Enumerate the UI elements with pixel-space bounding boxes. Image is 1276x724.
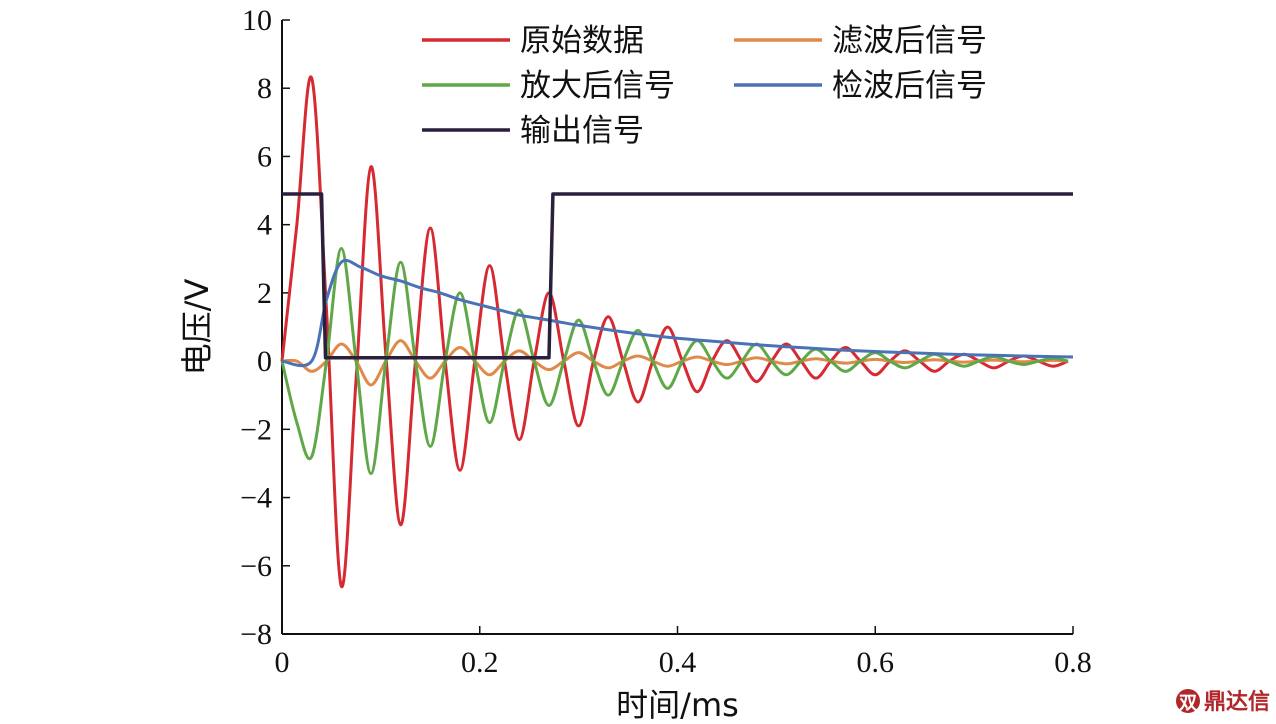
series-group	[280, 75, 1074, 589]
y-tick-label: 6	[257, 140, 272, 173]
legend-label-4: 输出信号	[520, 113, 644, 149]
y-tick-label: 4	[257, 209, 272, 242]
series-detected-line	[281, 258, 1074, 368]
legend-label-1: 滤波后信号	[832, 23, 987, 59]
y-tick-label: 2	[257, 277, 272, 310]
x-tick-label: 0.6	[857, 646, 895, 679]
y-tick-label: −4	[240, 482, 272, 515]
x-tick-label: 0	[275, 646, 290, 679]
series-original-line	[280, 75, 1069, 589]
y-tick-label: −6	[240, 550, 272, 583]
watermark-logo-glyph: 双	[1179, 693, 1197, 714]
watermark-logo-icon	[1176, 689, 1200, 713]
y-axis-label: 电压/V	[178, 279, 216, 376]
y-tick-label: 8	[257, 72, 272, 105]
axes: 0 0.2 0.4 0.6 0.8 −8 −6 −4 −2 0 2 4 6 8 10 时间/ms 电压/V	[178, 4, 1092, 724]
y-tick-label: 0	[257, 345, 272, 378]
series-amplified-line	[280, 247, 1069, 476]
x-tick-label: 0.4	[659, 646, 697, 679]
x-tick-label: 0.2	[461, 646, 499, 679]
y-tick-label: 10	[242, 4, 272, 37]
y-tick-label: −2	[240, 413, 272, 446]
legend-label-2: 放大后信号	[520, 68, 675, 104]
x-tick-label: 0.8	[1054, 646, 1092, 679]
y-tick-label: −8	[240, 618, 272, 651]
legend-label-0: 原始数据	[520, 23, 644, 59]
watermark: 双 鼎达信	[1176, 689, 1270, 715]
series-output-line	[282, 192, 1073, 360]
legend-label-3: 检波后信号	[832, 68, 987, 104]
watermark-text: 鼎达信	[1204, 689, 1270, 715]
x-axis-label: 时间/ms	[616, 686, 739, 724]
